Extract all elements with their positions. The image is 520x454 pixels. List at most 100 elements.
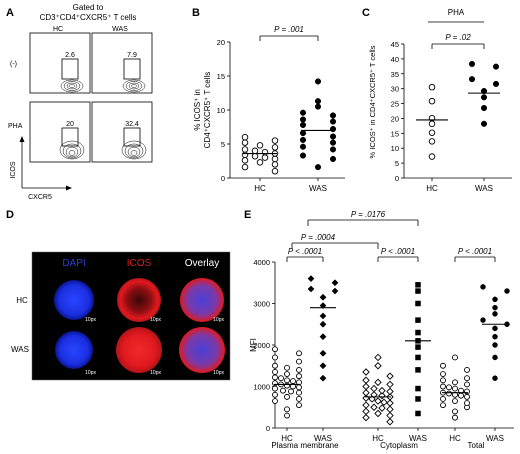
data-point [314, 164, 322, 171]
x-tick-label: HC [449, 434, 461, 443]
data-point [296, 402, 302, 409]
data-point [504, 288, 510, 294]
data-point [386, 372, 394, 380]
data-point [272, 391, 278, 398]
data-point [415, 396, 421, 402]
x-tick-label: WAS [486, 434, 504, 443]
data-point [386, 380, 394, 389]
y-tick-label: 4000 [253, 258, 270, 267]
panel-d-letter: D [6, 209, 14, 221]
data-point [464, 393, 470, 400]
overlay-cell-hc [180, 278, 224, 322]
data-point [374, 378, 382, 387]
panel-e: E MFI P = .0176 P = .0004 P < .0001 P < … [244, 209, 514, 450]
y-tick-label: 0 [266, 424, 270, 433]
x-tick-label: WAS [475, 184, 493, 193]
icos-axis-label: ICOS [10, 161, 17, 178]
data-point [415, 367, 421, 373]
contour-neg-was [122, 79, 146, 93]
data-point [241, 163, 249, 171]
data-point [299, 130, 307, 137]
y-tick-label: 30 [391, 85, 399, 94]
y-tick-label: 10 [217, 106, 225, 115]
data-point [256, 159, 264, 166]
data-point [386, 411, 394, 420]
data-point [251, 147, 259, 155]
contour-pha-was [121, 140, 147, 160]
dapi-cell-was [55, 331, 93, 369]
scale-bar-label: 10px [150, 317, 161, 323]
y-tick-label: 15 [217, 72, 225, 81]
x-tick-label: HC [281, 434, 293, 443]
y-tick-label: 15 [391, 129, 399, 138]
flow-plot-neg-hc [29, 32, 91, 94]
data-point [331, 279, 339, 287]
data-point [415, 410, 421, 417]
panel-a-row-pha: PHA [8, 123, 23, 130]
data-point [307, 285, 315, 293]
data-point [329, 112, 337, 119]
scale-bar-label: 10px [85, 370, 96, 376]
panel-b-p-value: P = .001 [274, 25, 304, 34]
data-point [319, 333, 327, 341]
data-point [241, 139, 249, 146]
data-point [299, 121, 307, 129]
data-point [299, 116, 307, 123]
data-point [314, 98, 322, 105]
data-point [370, 403, 378, 411]
panel-b-plot: 0 5 10 15 20 HC WAS [217, 38, 345, 193]
data-point [299, 152, 307, 159]
data-point [319, 349, 327, 357]
cxcr5-axis-label: CXCR5 [28, 194, 52, 201]
data-point [428, 153, 436, 160]
data-point [492, 325, 498, 332]
p-value-pm-vs-cyto-was: P = .0176 [351, 210, 386, 219]
data-point [428, 83, 436, 91]
panel-b-ylabel-line1: % ICOS⁺ in [193, 89, 202, 131]
y-tick-label: 2000 [253, 341, 270, 350]
data-point [284, 406, 290, 413]
scale-bar-label: 10px [213, 370, 224, 376]
data-point [272, 374, 278, 381]
data-point [492, 80, 500, 87]
data-point [428, 120, 436, 128]
data-point [280, 387, 286, 394]
data-point [386, 399, 394, 407]
data-point [241, 133, 249, 141]
panel-a-col-hc: HC [53, 26, 63, 33]
data-point [272, 385, 278, 392]
panel-b-ylabel-line2: CD4⁺CXCR5⁺ T cells [203, 72, 212, 149]
p-value-total: P < .0001 [458, 247, 492, 256]
panel-d: D DAPI ICOS Overlay HC WAS [6, 209, 231, 381]
data-point [271, 155, 279, 163]
contour-neg-hc [60, 79, 84, 93]
data-point [284, 371, 290, 377]
scale-bar-label: 10px [213, 317, 224, 323]
data-point [278, 375, 284, 382]
data-point [428, 138, 436, 145]
panel-b: B % ICOS⁺ in CD4⁺CXCR5⁺ T cells P = .001… [192, 7, 345, 193]
data-point [492, 63, 500, 70]
panel-e-plot: 0 1000 2000 3000 4000 HC WAS HC WAS HC WAS [253, 258, 514, 443]
data-point [464, 400, 470, 407]
gate-value-pha-was: 32.4 [125, 121, 139, 128]
data-point [492, 354, 498, 361]
x-tick-label: HC [372, 434, 384, 443]
data-point [468, 76, 476, 83]
data-point [296, 366, 302, 373]
y-tick-label: 3000 [253, 300, 270, 309]
data-point [480, 284, 486, 290]
data-point [452, 414, 458, 421]
data-point [492, 304, 498, 311]
panel-c-plot: 0 5 10 15 20 25 30 35 40 45 HC WAS [391, 40, 512, 193]
panel-a-title-line1: Gated to [73, 3, 104, 12]
data-point [272, 354, 278, 361]
data-point [296, 384, 302, 391]
data-point [362, 401, 370, 409]
data-point [299, 143, 307, 150]
data-point [319, 293, 327, 301]
data-point [492, 342, 498, 348]
y-tick-label: 0 [221, 174, 225, 183]
x-tick-label: HC [426, 184, 438, 193]
